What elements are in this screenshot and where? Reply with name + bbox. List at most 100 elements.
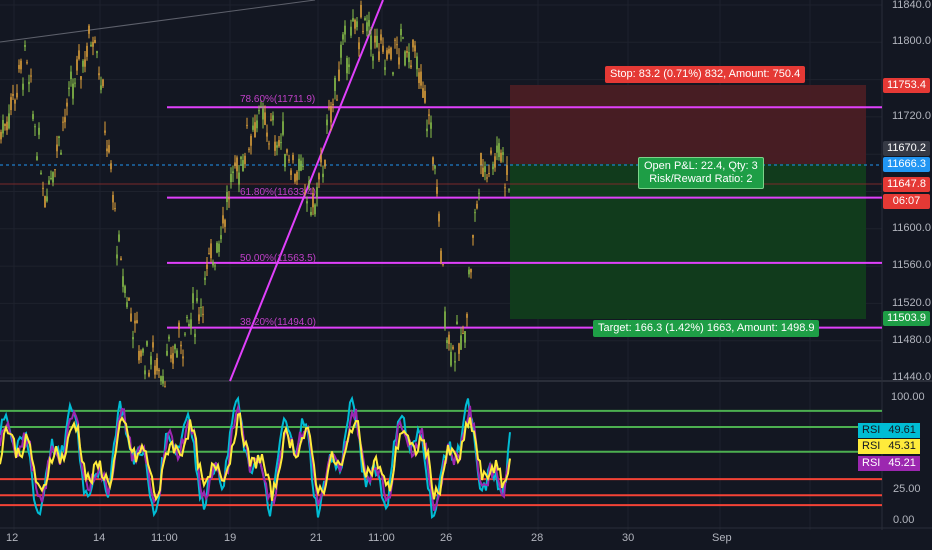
fib-label-618[interactable]: 61.80%(11633.4) — [240, 187, 316, 198]
candle-body — [324, 159, 326, 167]
candle-body — [426, 128, 428, 132]
candle-body — [80, 76, 82, 80]
candle-body — [368, 20, 370, 27]
stop-label[interactable]: Stop: 83.2 (0.71%) 832, Amount: 750.4 — [605, 66, 806, 83]
candle-body — [130, 313, 132, 322]
candle-body — [284, 153, 286, 168]
candle-body — [330, 106, 332, 123]
candle-body — [70, 71, 72, 80]
candle-body — [428, 114, 430, 116]
candle-body — [478, 192, 480, 194]
candle-body — [162, 376, 164, 384]
candle-body — [366, 22, 368, 32]
candle-body — [346, 58, 348, 74]
candle-body — [312, 193, 314, 208]
entry-price-tag: 11647.8 — [883, 177, 930, 192]
candle-body — [22, 83, 24, 90]
candle-body — [106, 148, 108, 152]
candle-body — [398, 57, 400, 65]
candle-body — [156, 358, 158, 371]
rsi-value: 49.61 — [884, 423, 920, 438]
candle-body — [448, 334, 450, 344]
price-tick: 11600.0 — [892, 222, 931, 234]
candle-body — [102, 79, 104, 87]
candle-body — [274, 141, 276, 151]
candle-body — [168, 336, 170, 339]
fib-label-786[interactable]: 78.60%(11711.9) — [240, 94, 316, 105]
candle-body — [34, 126, 36, 128]
candle-body — [30, 75, 32, 77]
candle-body — [88, 25, 90, 34]
candle-body — [280, 142, 282, 144]
time-tick: 30 — [622, 532, 635, 544]
candle-body — [198, 314, 200, 321]
candle-body — [120, 258, 122, 261]
candle-body — [58, 136, 60, 138]
candle-body — [214, 265, 216, 267]
candle-body — [268, 143, 270, 145]
candle-body — [352, 18, 354, 22]
candle-body — [192, 293, 194, 303]
candle-body — [296, 171, 298, 181]
price-tick: 11520.0 — [892, 297, 931, 309]
candle-body — [380, 34, 382, 41]
candle-body — [248, 148, 250, 150]
price-tick: 11840.0 — [892, 0, 931, 11]
candle-body — [124, 286, 126, 294]
candle-body — [202, 313, 204, 315]
candle-body — [122, 276, 124, 287]
candle-body — [208, 253, 210, 255]
candle-body — [38, 127, 40, 135]
candle-body — [96, 51, 98, 54]
candle-body — [194, 333, 196, 338]
rsi-tag-purple: RSI 45.21 — [858, 456, 920, 471]
time-tick: 26 — [440, 532, 453, 544]
time-tick: 19 — [224, 532, 237, 544]
candle-body — [506, 165, 508, 175]
time-tick: Sep — [712, 532, 732, 544]
candle-body — [450, 351, 452, 366]
rsi-name: RSI — [858, 423, 885, 438]
open-pnl-label[interactable]: Open P&L: 22.4, Qty: 3 Risk/Reward Ratio… — [638, 157, 764, 189]
target-zone — [510, 164, 866, 319]
candle-body — [356, 21, 358, 28]
candle-body — [474, 212, 476, 214]
candle-body — [414, 45, 416, 52]
candle-body — [180, 344, 182, 347]
current-price-tag: 11666.3 — [883, 157, 930, 172]
candle-body — [86, 45, 88, 57]
candle-body — [216, 242, 218, 253]
candle-body — [386, 50, 388, 59]
candle-body — [2, 120, 4, 134]
candle-body — [98, 73, 100, 76]
candle-body — [108, 145, 110, 153]
candle-body — [310, 211, 312, 215]
candle-body — [92, 41, 94, 47]
fib-trend-line — [229, 0, 384, 382]
candle-body — [334, 77, 336, 91]
candle-body — [238, 172, 240, 185]
candle-body — [210, 243, 212, 259]
price-tick: 11800.0 — [892, 35, 931, 47]
candle-body — [218, 243, 220, 252]
candle-body — [472, 234, 474, 238]
target-label[interactable]: Target: 166.3 (1.42%) 1663, Amount: 1498… — [593, 320, 820, 337]
fib-label-500[interactable]: 50.00%(11563.5) — [240, 253, 316, 264]
candle-body — [42, 187, 44, 189]
fib-label-382[interactable]: 38.20%(11494.0) — [240, 317, 316, 328]
candle-body — [354, 19, 356, 29]
candle-body — [388, 48, 390, 54]
candle-body — [376, 35, 378, 47]
rsi-tick: 25.00 — [893, 483, 921, 495]
candle-body — [410, 65, 412, 68]
candle-body — [72, 83, 74, 99]
candle-body — [54, 169, 56, 171]
time-tick: 14 — [93, 532, 106, 544]
candle-body — [60, 152, 62, 155]
candle-body — [508, 189, 510, 191]
candle-body — [264, 112, 266, 125]
candle-body — [460, 335, 462, 350]
candle-body — [222, 215, 224, 224]
candle-body — [408, 51, 410, 63]
